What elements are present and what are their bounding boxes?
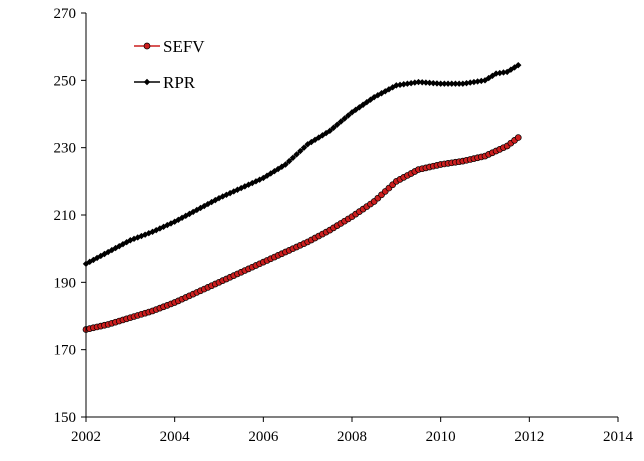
data-point-rpr <box>86 258 93 266</box>
data-point-rpr <box>418 79 426 86</box>
y-tick-label: 170 <box>54 343 77 359</box>
data-point-rpr <box>226 189 234 197</box>
data-point-rpr <box>127 237 134 244</box>
data-point-rpr <box>197 204 204 212</box>
data-point-rpr <box>507 66 515 73</box>
data-point-rpr <box>345 112 352 119</box>
data-point-rpr <box>441 80 448 87</box>
data-point-rpr <box>426 79 433 87</box>
data-point-rpr <box>422 79 430 86</box>
data-point-rpr <box>278 163 286 170</box>
series-sefv <box>82 134 522 333</box>
data-point-rpr <box>293 151 300 158</box>
data-point-rpr <box>341 115 348 122</box>
data-point-rpr <box>141 231 149 238</box>
data-point-rpr <box>448 80 455 87</box>
data-point-rpr <box>189 208 197 216</box>
data-point-rpr <box>326 127 334 135</box>
series-rpr <box>82 61 522 268</box>
data-point-rpr <box>378 90 385 97</box>
plot-area <box>82 61 522 333</box>
y-tick-label: 210 <box>54 208 77 224</box>
legend-item-rpr: RPR <box>134 73 196 92</box>
x-tick-label: 2006 <box>248 429 279 445</box>
legend-label-sefv: SEFV <box>163 37 205 56</box>
data-point-rpr <box>289 154 297 161</box>
data-point-rpr <box>455 80 463 87</box>
data-point-rpr <box>433 80 441 87</box>
data-point-rpr <box>452 80 459 87</box>
data-point-rpr <box>215 194 223 202</box>
y-tick-label: 250 <box>54 73 77 89</box>
x-tick-label: 2002 <box>71 429 101 445</box>
y-tick-label: 230 <box>54 141 77 157</box>
data-point-rpr <box>481 77 489 84</box>
legend: SEFV RPR <box>134 37 205 92</box>
data-point-rpr <box>241 183 249 190</box>
data-point-rpr <box>337 118 345 125</box>
x-tick-label: 2004 <box>160 429 191 445</box>
data-point-rpr <box>478 77 485 85</box>
data-point-rpr <box>444 80 452 87</box>
data-point-rpr <box>511 64 518 71</box>
x-tick-label: 2010 <box>426 429 456 445</box>
y-tick-label: 270 <box>54 6 77 22</box>
data-point-rpr <box>334 121 341 128</box>
data-point-rpr <box>285 157 293 165</box>
data-point-rpr <box>249 179 256 187</box>
y-tick-label: 150 <box>54 410 77 426</box>
data-point-rpr <box>297 147 304 155</box>
data-point-rpr <box>356 104 363 111</box>
data-point-rpr <box>116 242 123 250</box>
data-point-rpr <box>515 61 522 69</box>
legend-item-sefv: SEFV <box>134 37 205 56</box>
x-tick-label: 2012 <box>514 429 544 445</box>
axes: 150 170 190 210 230 250 270 2002 2004 2006 2008 201… <box>54 6 634 445</box>
data-point-sefv <box>514 134 522 141</box>
data-point-rpr <box>430 79 437 87</box>
data-point-rpr <box>271 168 278 175</box>
data-point-rpr <box>470 78 478 86</box>
legend-swatch-marker-sefv <box>143 42 151 50</box>
y-tick-label: 190 <box>54 275 77 291</box>
legend-label-rpr: RPR <box>163 73 196 92</box>
data-point-rpr <box>382 88 389 95</box>
data-point-rpr <box>300 144 308 151</box>
x-tick-label: 2014 <box>603 429 634 445</box>
data-point-rpr <box>282 161 289 168</box>
data-point-rpr <box>208 198 215 206</box>
data-point-rpr <box>437 80 444 87</box>
data-point-rpr <box>415 78 422 86</box>
legend-swatch-marker-rpr <box>143 78 151 86</box>
x-tick-label: 2008 <box>337 429 367 445</box>
data-point-rpr <box>330 124 337 131</box>
data-point-rpr <box>104 248 112 256</box>
